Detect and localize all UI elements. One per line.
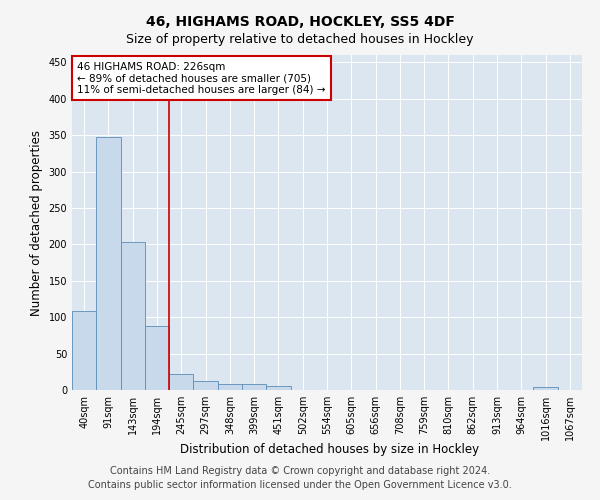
Bar (266, 386, 290, 390)
Bar (169, 374, 193, 390)
Bar (121, 242, 145, 390)
Bar (218, 384, 242, 390)
Text: 46, HIGHAMS ROAD, HOCKLEY, SS5 4DF: 46, HIGHAMS ROAD, HOCKLEY, SS5 4DF (146, 15, 454, 29)
Text: Size of property relative to detached houses in Hockley: Size of property relative to detached ho… (126, 32, 474, 46)
Bar (193, 380, 218, 390)
Text: 46 HIGHAMS ROAD: 226sqm
← 89% of detached houses are smaller (705)
11% of semi-d: 46 HIGHAMS ROAD: 226sqm ← 89% of detache… (77, 62, 326, 95)
Y-axis label: Number of detached properties: Number of detached properties (30, 130, 43, 316)
Text: Distribution of detached houses by size in Hockley: Distribution of detached houses by size … (181, 442, 479, 456)
Bar (96, 136, 121, 390)
Bar (145, 326, 169, 390)
Text: Contains HM Land Registry data © Crown copyright and database right 2024.
Contai: Contains HM Land Registry data © Crown c… (88, 466, 512, 490)
Bar (72, 312, 96, 390)
Bar (242, 384, 266, 390)
Bar (533, 387, 558, 390)
